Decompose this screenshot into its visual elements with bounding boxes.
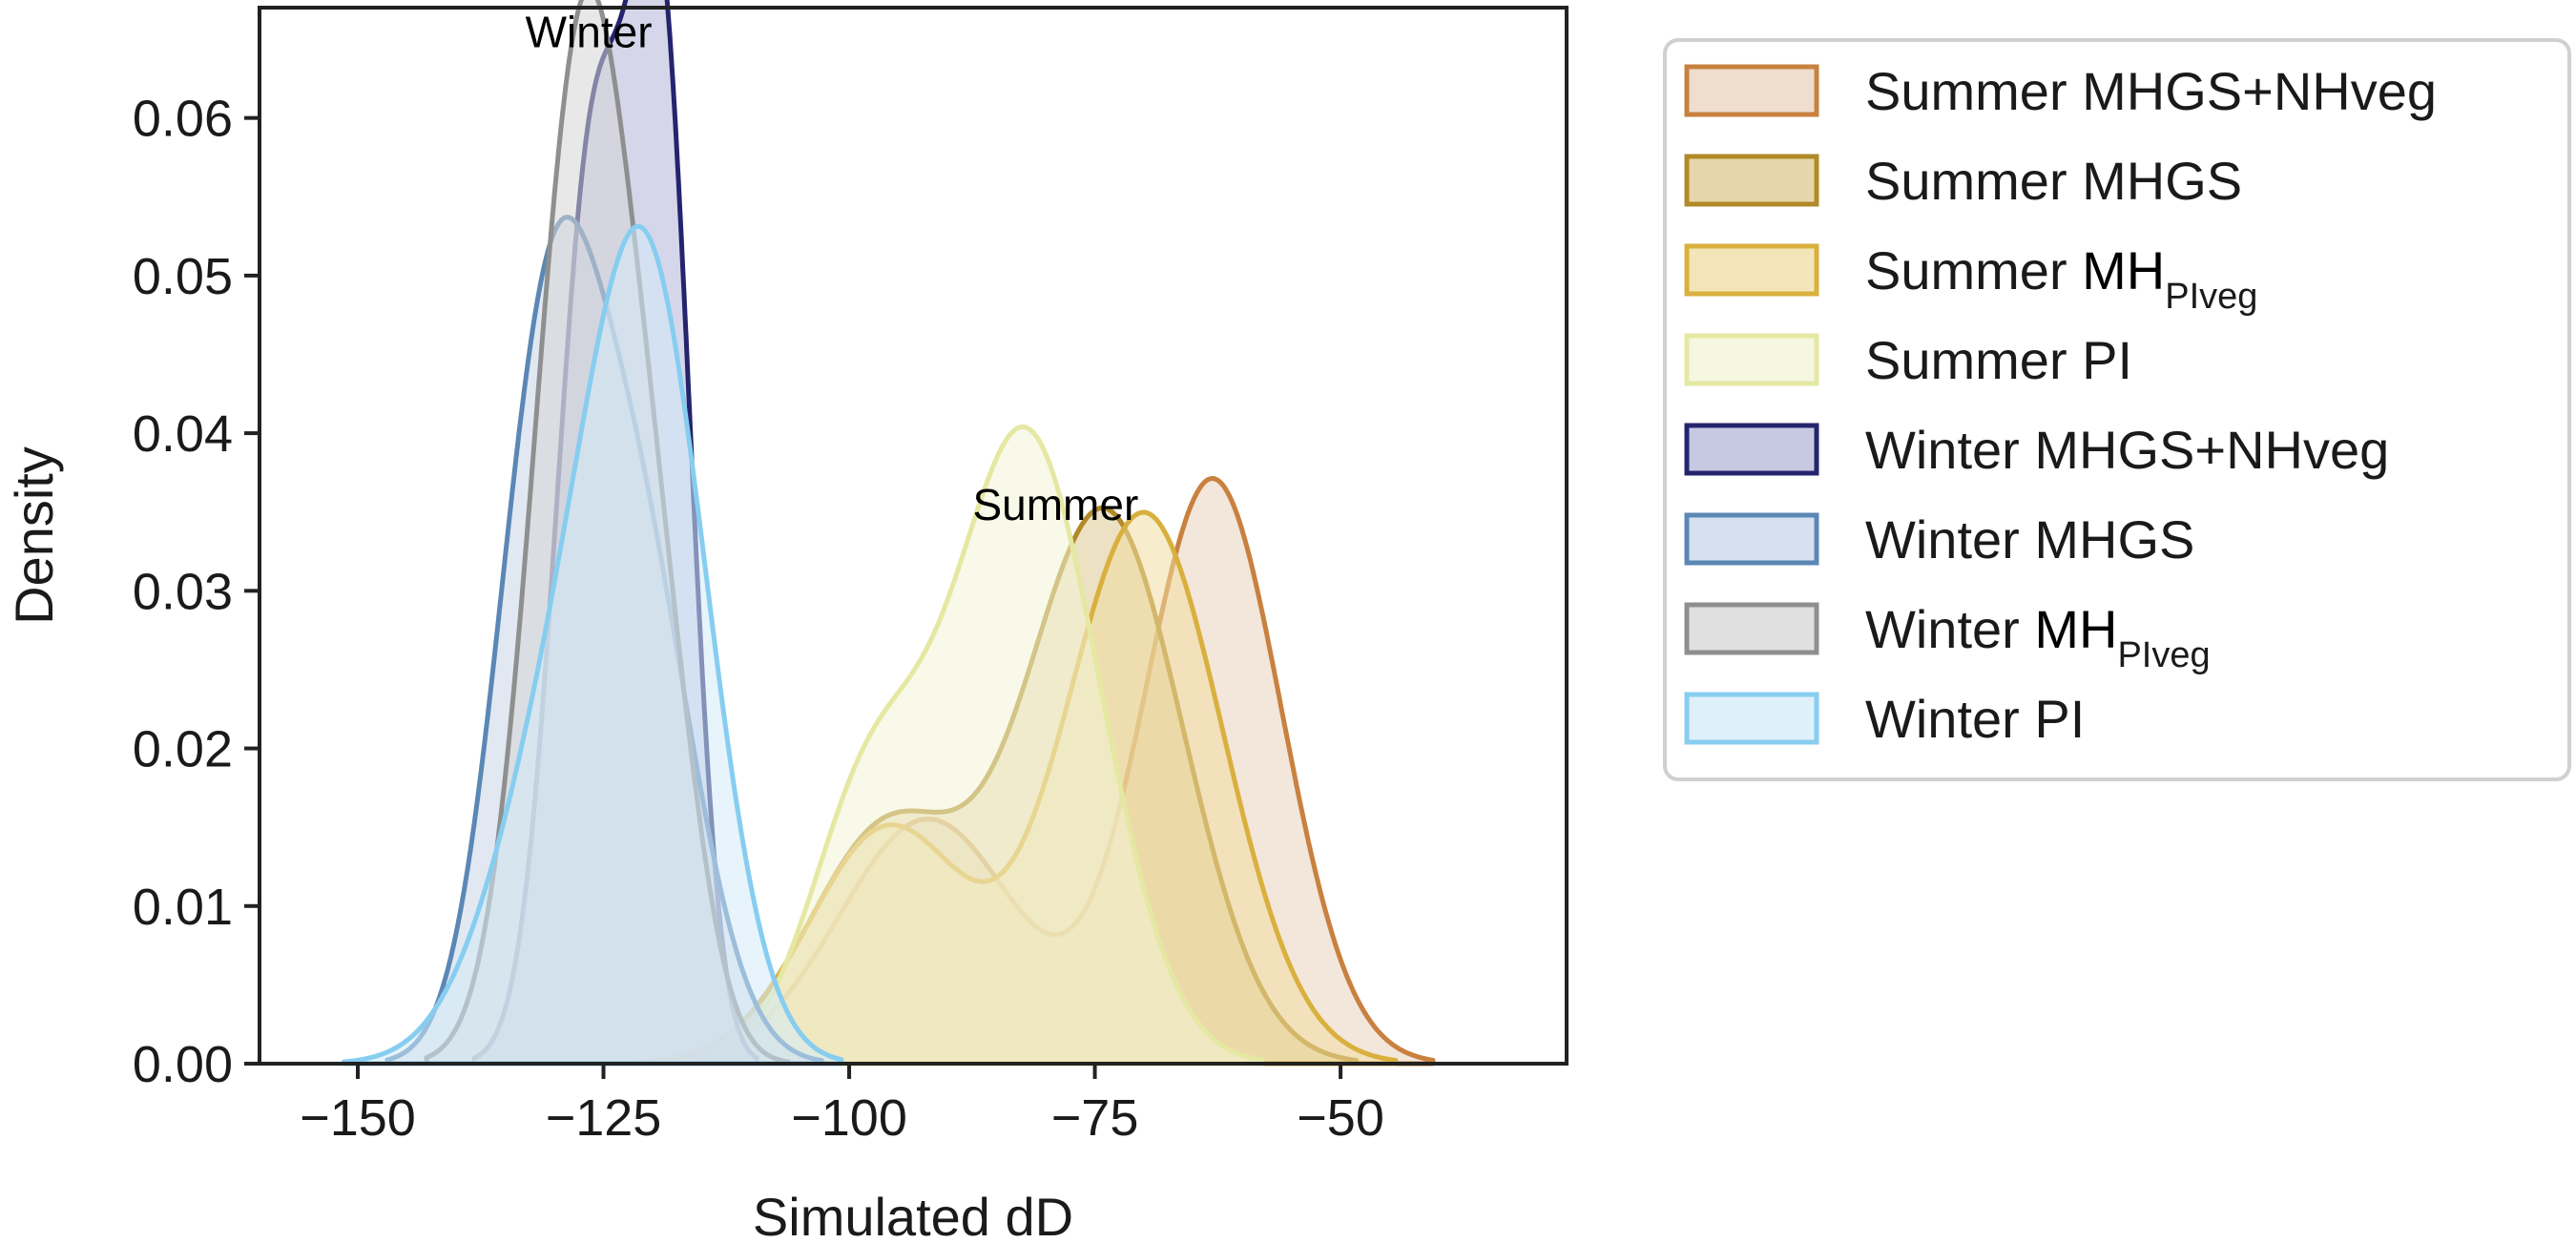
legend-swatch [1684,333,1819,386]
legend-label: Winter PI [1865,689,2085,749]
x-axis-title: Simulated dD [753,1187,1073,1243]
x-axis: −150 −125 −100 −75 −50 [300,1064,1384,1147]
legend-swatch [1684,423,1819,476]
legend-item: Summer PI [1684,330,2132,390]
chart-annotations: Winter Summer [526,7,1139,529]
annotation-summer: Summer [972,480,1138,529]
legend-item: Summer MHGS+NHveg [1684,61,2437,121]
legend-item: Winter MHGS [1684,509,2194,570]
y-tick-label: 0.00 [133,1036,233,1093]
legend-item: Winter MHGS+NHveg [1684,420,2389,480]
legend-label: Winter MHGS [1865,509,2194,570]
legend-swatch [1684,692,1819,745]
x-tick-label: −125 [546,1089,662,1147]
legend-swatch [1684,512,1819,566]
legend-label: Summer PI [1865,330,2132,390]
annotation-winter: Winter [526,7,653,56]
legend-frame [1663,38,2571,781]
y-tick-label: 0.05 [133,248,233,305]
y-axis: 0.00 0.01 0.02 0.03 0.04 0.05 0.06 [133,91,260,1093]
legend-item: Summer MHPIveg [1684,240,2257,317]
legend-item: Winter MHPIveg [1684,599,2211,675]
y-tick-label: 0.01 [133,879,233,936]
y-tick-label: 0.04 [133,405,233,463]
x-tick-label: −75 [1051,1089,1139,1147]
legend: Summer MHGS+NHveg Summer MHGS Summer MHPIv… [1663,38,2571,781]
legend-item: Summer MHGS [1684,151,2242,211]
legend-item: Winter PI [1684,689,2085,749]
density-area-7 [342,223,844,1067]
legend-label: Summer MHPIveg [1865,240,2257,317]
legend-swatch [1684,602,1819,655]
x-tick-label: −100 [791,1089,907,1147]
density-areas [342,0,1436,1067]
legend-swatch [1684,64,1819,117]
y-tick-label: 0.02 [133,721,233,778]
y-tick-label: 0.03 [133,563,233,620]
legend-swatch [1684,154,1819,207]
legend-label: Winter MHGS+NHveg [1865,420,2389,480]
x-tick-label: −150 [300,1089,416,1147]
plot-frame [258,6,1568,1066]
legend-label: Winter MHPIveg [1865,599,2211,675]
y-axis-title: Density [4,446,64,625]
legend-label: Summer MHGS+NHveg [1865,61,2437,121]
y-tick-label: 0.06 [133,91,233,148]
legend-swatch [1684,243,1819,297]
legend-label: Summer MHGS [1865,151,2242,211]
x-tick-label: −50 [1297,1089,1384,1147]
